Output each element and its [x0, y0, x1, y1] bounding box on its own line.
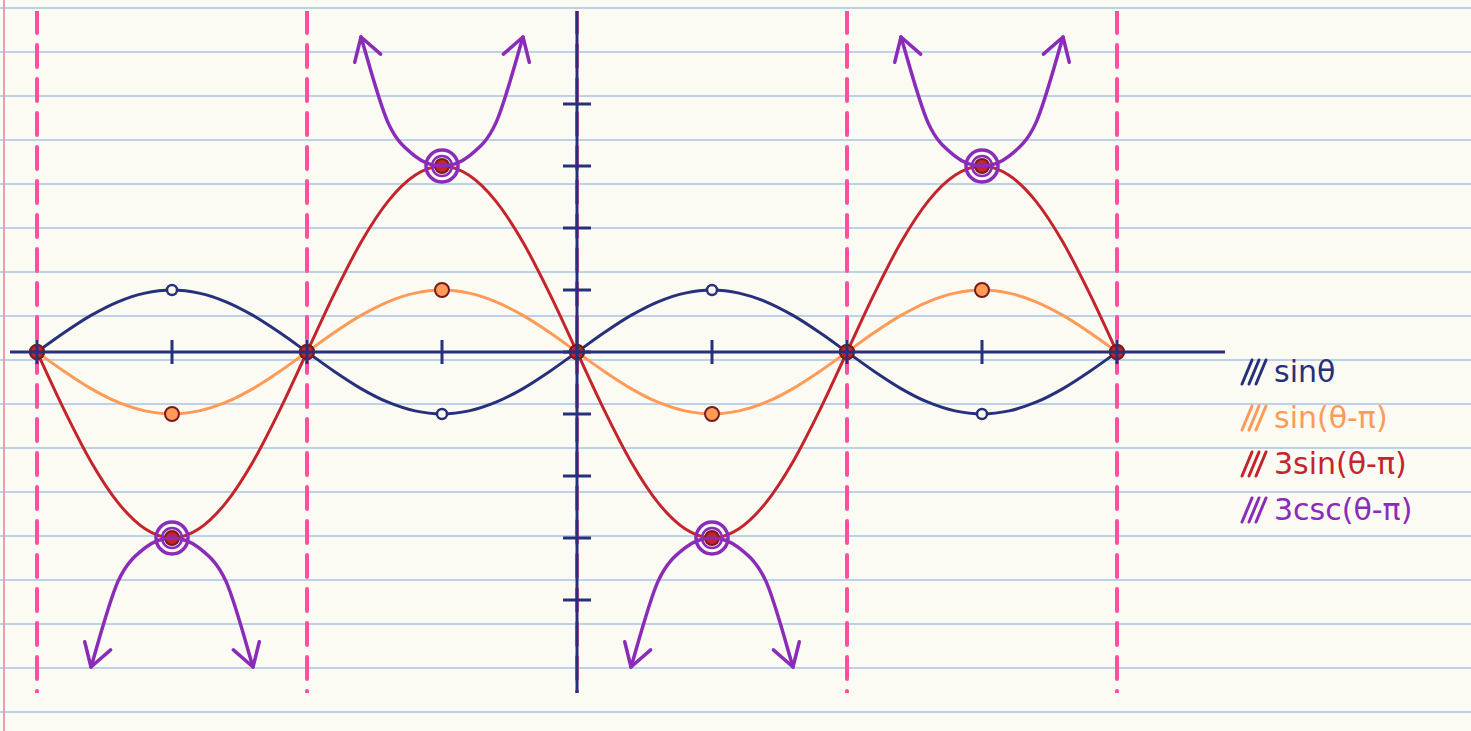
marker	[156, 522, 188, 554]
y-tick	[563, 413, 591, 416]
paper-rule	[0, 535, 1471, 537]
paper-rule	[0, 579, 1471, 581]
x-axis	[10, 351, 1225, 354]
x-tick	[36, 340, 39, 364]
marker	[426, 150, 458, 182]
marker	[966, 150, 998, 182]
legend-label: sin(θ-π)	[1274, 400, 1388, 435]
marker	[696, 522, 728, 554]
paper-rule	[0, 271, 1471, 273]
paper-rule	[0, 491, 1471, 493]
x-tick	[441, 340, 444, 364]
legend: sinθ sin(θ-π) 3sin(θ-π) 3csc(θ-π)	[1242, 354, 1412, 527]
y-tick	[563, 227, 591, 230]
paper-rule	[0, 7, 1471, 9]
legend-swatch	[1256, 498, 1266, 522]
paper-margin	[3, 0, 5, 731]
paper-rule	[0, 51, 1471, 53]
legend-label: 3csc(θ-π)	[1274, 492, 1412, 527]
asymptote	[1115, 11, 1119, 693]
legend-swatch	[1256, 406, 1266, 430]
marker	[165, 407, 179, 421]
x-tick	[711, 340, 714, 364]
y-tick	[563, 165, 591, 168]
marker	[975, 283, 989, 297]
arrowhead	[85, 642, 111, 667]
paper-rule	[0, 95, 1471, 97]
marker	[705, 407, 719, 421]
paper-rule	[0, 667, 1471, 669]
marker-inner-ring	[702, 528, 722, 548]
x-tick	[306, 340, 309, 364]
marker	[707, 285, 717, 295]
x-tick	[1116, 340, 1119, 364]
marker	[167, 285, 177, 295]
arrowhead	[355, 37, 381, 62]
paper	[0, 0, 1471, 731]
x-tick	[981, 340, 984, 364]
y-tick	[563, 599, 591, 602]
chart: sinθ sin(θ-π) 3sin(θ-π) 3csc(θ-π)	[0, 0, 1471, 731]
y-tick	[563, 103, 591, 106]
arrowhead	[773, 642, 799, 667]
y-tick	[563, 475, 591, 478]
legend-swatch	[1256, 360, 1266, 384]
y-tick	[563, 289, 591, 292]
marker-inner-ring	[972, 156, 992, 176]
paper-rule	[0, 227, 1471, 229]
asymptote	[35, 11, 39, 693]
paper-rule	[0, 623, 1471, 625]
paper-rule	[0, 183, 1471, 185]
arrowhead	[1043, 37, 1069, 62]
marker	[437, 409, 447, 419]
arrowhead	[233, 642, 259, 667]
asymptote	[845, 11, 849, 693]
marker-inner-ring	[432, 156, 452, 176]
marker-inner-ring	[162, 528, 182, 548]
paper-rule	[0, 139, 1471, 141]
asymptote	[305, 11, 309, 693]
legend-label: 3sin(θ-π)	[1274, 446, 1407, 481]
arrowhead	[895, 37, 921, 62]
y-tick	[563, 537, 591, 540]
paper-rule	[0, 711, 1471, 713]
paper-rule	[0, 315, 1471, 317]
marker	[977, 409, 987, 419]
arrowhead	[503, 37, 529, 62]
legend-swatch	[1256, 452, 1266, 476]
arrowhead	[625, 642, 651, 667]
y-tick	[563, 351, 591, 354]
x-tick	[846, 340, 849, 364]
paper-rule	[0, 447, 1471, 449]
x-tick	[171, 340, 174, 364]
legend-label: sinθ	[1274, 354, 1335, 389]
marker	[435, 283, 449, 297]
